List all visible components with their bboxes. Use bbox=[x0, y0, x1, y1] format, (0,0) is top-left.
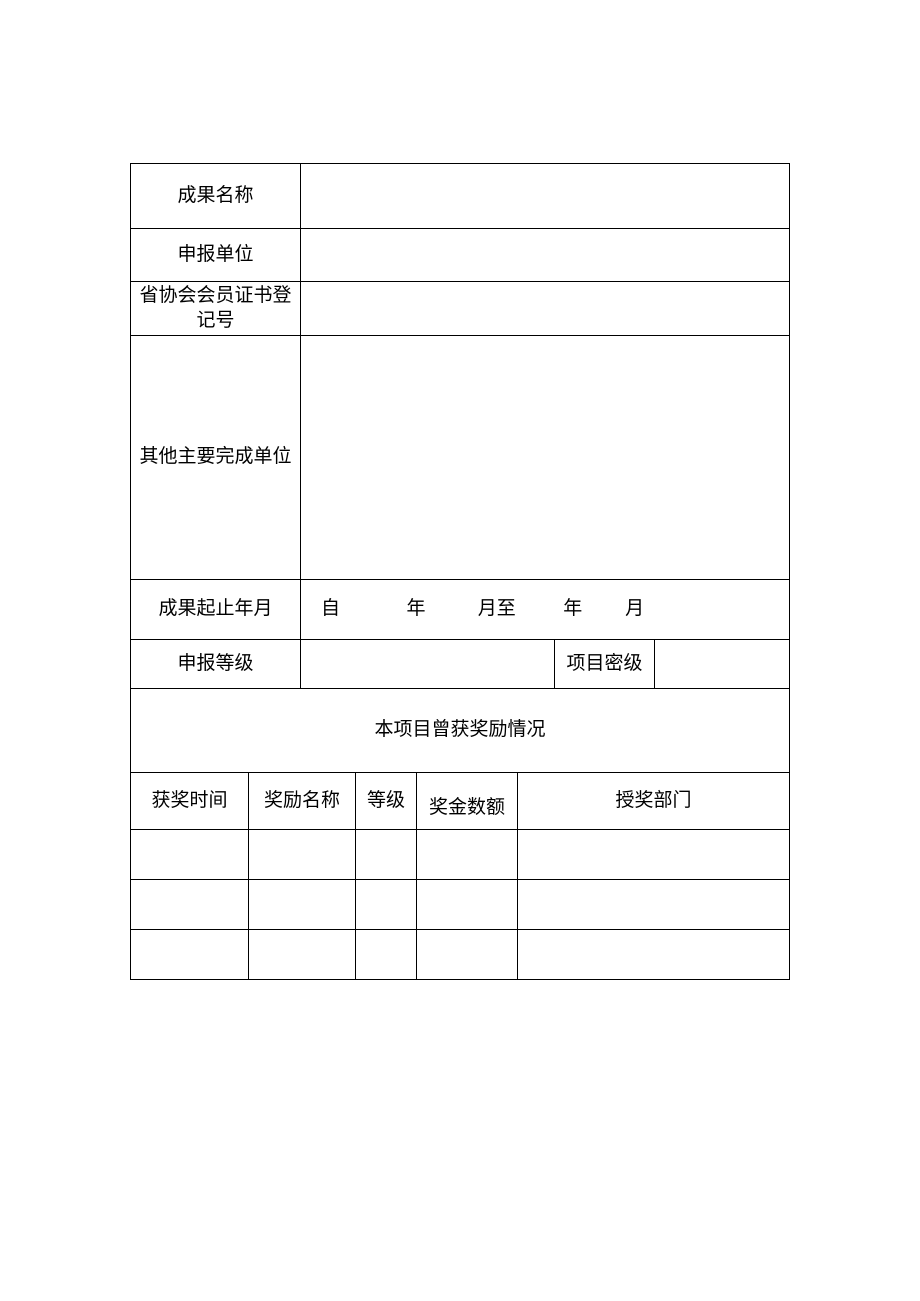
header-award-level: 等级 bbox=[356, 773, 417, 829]
award-dept bbox=[518, 930, 789, 979]
award-time bbox=[131, 880, 249, 929]
value-applicant-unit bbox=[301, 229, 789, 281]
label-apply-level: 申报等级 bbox=[131, 640, 301, 688]
row-awards-title: 本项目曾获奖励情况 bbox=[131, 689, 789, 773]
application-form-table: 成果名称 申报单位 省协会会员证书登记号 其他主要完成单位 成果起止年月 自 年… bbox=[130, 163, 790, 980]
date-gap1 bbox=[340, 597, 407, 622]
award-dept bbox=[518, 880, 789, 929]
label-date-range: 成果起止年月 bbox=[131, 580, 301, 639]
label-other-units: 其他主要完成单位 bbox=[131, 336, 301, 579]
awards-title: 本项目曾获奖励情况 bbox=[131, 689, 789, 772]
award-level bbox=[356, 930, 417, 979]
date-gap3 bbox=[516, 597, 564, 622]
date-gap4 bbox=[582, 597, 625, 622]
value-result-name bbox=[301, 164, 789, 228]
value-other-units bbox=[301, 336, 789, 579]
date-month2: 月 bbox=[625, 597, 644, 622]
label-applicant-unit: 申报单位 bbox=[131, 229, 301, 281]
table-row bbox=[131, 880, 789, 930]
row-member-cert: 省协会会员证书登记号 bbox=[131, 282, 789, 336]
row-date-range: 成果起止年月 自 年 月至 年 月 bbox=[131, 580, 789, 640]
label-member-cert: 省协会会员证书登记号 bbox=[131, 282, 301, 335]
value-apply-level bbox=[301, 640, 555, 688]
row-awards-header: 获奖时间 奖励名称 等级 奖金数额 授奖部门 bbox=[131, 773, 789, 830]
row-result-name: 成果名称 bbox=[131, 164, 789, 229]
award-time bbox=[131, 930, 249, 979]
award-name bbox=[249, 830, 356, 879]
header-award-dept: 授奖部门 bbox=[518, 773, 789, 829]
award-amount bbox=[417, 830, 518, 879]
header-award-name: 奖励名称 bbox=[249, 773, 356, 829]
label-result-name: 成果名称 bbox=[131, 164, 301, 228]
award-amount bbox=[417, 880, 518, 929]
header-award-amount: 奖金数额 bbox=[417, 773, 518, 829]
award-name bbox=[249, 930, 356, 979]
value-secrecy bbox=[655, 640, 789, 688]
table-row bbox=[131, 830, 789, 880]
row-applicant-unit: 申报单位 bbox=[131, 229, 789, 282]
award-amount bbox=[417, 930, 518, 979]
date-range-text: 自 年 月至 年 月 bbox=[303, 597, 787, 622]
label-secrecy: 项目密级 bbox=[555, 640, 655, 688]
date-year1: 年 bbox=[407, 597, 426, 622]
award-name bbox=[249, 880, 356, 929]
value-date-range: 自 年 月至 年 月 bbox=[301, 580, 789, 639]
header-award-time: 获奖时间 bbox=[131, 773, 249, 829]
award-level bbox=[356, 830, 417, 879]
date-year2: 年 bbox=[563, 597, 582, 622]
date-gap2 bbox=[426, 597, 478, 622]
date-month1: 月至 bbox=[478, 597, 516, 622]
row-level-secrecy: 申报等级 项目密级 bbox=[131, 640, 789, 689]
award-level bbox=[356, 880, 417, 929]
table-row bbox=[131, 930, 789, 980]
value-member-cert bbox=[301, 282, 789, 335]
row-other-units: 其他主要完成单位 bbox=[131, 336, 789, 580]
award-time bbox=[131, 830, 249, 879]
award-dept bbox=[518, 830, 789, 879]
date-from: 自 bbox=[321, 597, 340, 622]
